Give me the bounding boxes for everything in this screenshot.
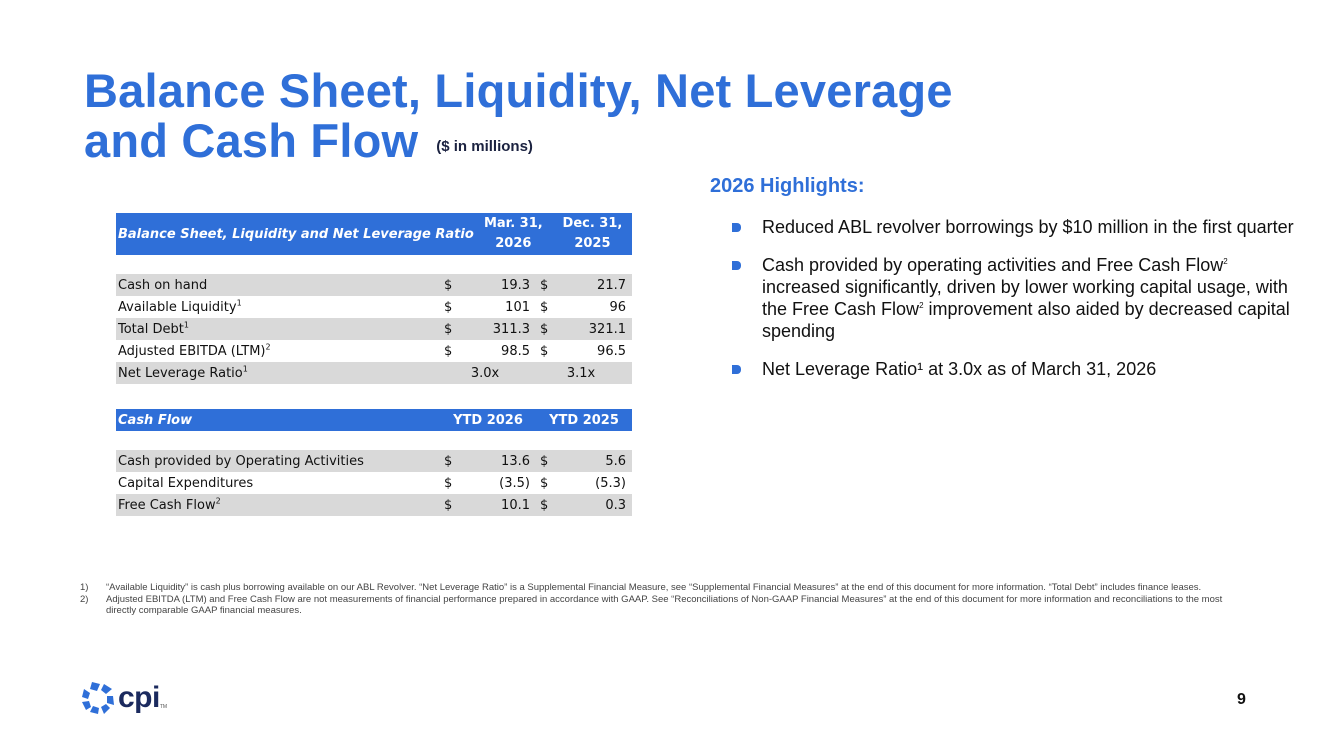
bullet-icon bbox=[732, 223, 741, 232]
row-value: $96 bbox=[540, 299, 626, 315]
table-row: Free Cash Flow2 $10.1 $0.3 bbox=[116, 494, 632, 516]
row-value: $21.7 bbox=[540, 277, 626, 293]
title-line-1: Balance Sheet, Liquidity, Net Leverage bbox=[84, 64, 953, 117]
row-value: $96.5 bbox=[540, 343, 626, 359]
column-header-ytd-2026: YTD 2026 bbox=[453, 412, 523, 428]
row-label: Total Debt1 bbox=[118, 320, 189, 337]
bullet-icon bbox=[732, 261, 741, 270]
row-value: $98.5 bbox=[444, 343, 530, 359]
table-row: Capital Expenditures $ (3.5) $ (5.3) bbox=[116, 472, 632, 494]
row-label: Cash on hand bbox=[118, 277, 208, 293]
row-value: $19.3 bbox=[444, 277, 530, 293]
highlight-text: Reduced ABL revolver borrowings by $10 m… bbox=[762, 217, 1294, 237]
cpi-logo-text: cpi bbox=[118, 681, 160, 714]
row-label: Available Liquidity1 bbox=[118, 298, 242, 315]
row-label: Net Leverage Ratio1 bbox=[118, 364, 248, 381]
footnote-number: 1) bbox=[80, 582, 89, 593]
column-header-mar-2026: Mar. 31, 2026 bbox=[474, 214, 553, 254]
row-value: $311.3 bbox=[444, 321, 530, 337]
footnote-number: 2) bbox=[80, 593, 89, 605]
highlight-text: Net Leverage Ratio¹ at 3.0x as of March … bbox=[762, 359, 1157, 379]
footnote-1: 1) “Available Liquidity” is cash plus bo… bbox=[80, 582, 1230, 594]
cash-flow-header-label: Cash Flow bbox=[118, 412, 193, 428]
footnote-text: “Available Liquidity” is cash plus borro… bbox=[106, 582, 1202, 593]
table-row: Net Leverage Ratio1 3.0x 3.1x bbox=[116, 362, 632, 384]
column-header-ytd-2025: YTD 2025 bbox=[549, 412, 619, 428]
highlight-item: Cash provided by operating activities an… bbox=[732, 254, 1302, 342]
page-number: 9 bbox=[1237, 691, 1246, 708]
highlight-item: Reduced ABL revolver borrowings by $10 m… bbox=[732, 216, 1302, 238]
balance-sheet-table-header: Balance Sheet, Liquidity and Net Leverag… bbox=[116, 213, 632, 255]
highlight-text: Cash provided by operating activities an… bbox=[762, 255, 1290, 341]
cash-flow-table: Cash Flow YTD 2026 YTD 2025 Cash provide… bbox=[116, 409, 632, 516]
row-label: Free Cash Flow2 bbox=[118, 496, 221, 513]
balance-sheet-table: Balance Sheet, Liquidity and Net Leverag… bbox=[116, 213, 632, 384]
row-label: Capital Expenditures bbox=[118, 475, 254, 491]
highlight-item: Net Leverage Ratio¹ at 3.0x as of March … bbox=[732, 358, 1302, 380]
page-title: Balance Sheet, Liquidity, Net Leverage a… bbox=[84, 66, 953, 172]
column-header-dec-line2: 2025 bbox=[574, 236, 611, 251]
row-value: $101 bbox=[444, 299, 530, 315]
row-value: $ (3.5) bbox=[444, 475, 530, 491]
footnote-text: Adjusted EBITDA (LTM) and Free Cash Flow… bbox=[106, 593, 1223, 617]
highlights-title: 2026 Highlights: bbox=[710, 175, 865, 197]
column-header-mar-line1: Mar. 31, bbox=[483, 216, 543, 231]
row-value: $13.6 bbox=[444, 453, 530, 469]
cash-flow-table-header: Cash Flow YTD 2026 YTD 2025 bbox=[116, 409, 632, 431]
row-label: Adjusted EBITDA (LTM)2 bbox=[118, 342, 271, 359]
column-header-dec-line1: Dec. 31, bbox=[562, 216, 623, 231]
cpi-logo: cpi TM bbox=[80, 680, 167, 716]
footnote-2: 2) Adjusted EBITDA (LTM) and Free Cash F… bbox=[80, 594, 1230, 617]
table-row: Cash on hand $19.3 $21.7 bbox=[116, 274, 632, 296]
cpi-logo-mark-icon bbox=[82, 682, 114, 714]
row-label: Cash provided by Operating Activities bbox=[118, 453, 364, 469]
title-line-2-text: and Cash Flow bbox=[84, 114, 419, 167]
bullet-icon bbox=[732, 365, 741, 374]
row-value: $5.6 bbox=[540, 453, 626, 469]
row-value: $10.1 bbox=[444, 497, 530, 513]
balance-sheet-header-label: Balance Sheet, Liquidity and Net Leverag… bbox=[118, 226, 474, 242]
cpi-logo-trademark: TM bbox=[159, 704, 168, 710]
row-value: $ (5.3) bbox=[540, 475, 626, 491]
table-row: Adjusted EBITDA (LTM)2 $98.5 $96.5 bbox=[116, 340, 632, 362]
footnotes: 1) “Available Liquidity” is cash plus bo… bbox=[80, 582, 1230, 617]
row-value: $0.3 bbox=[540, 497, 626, 513]
column-header-dec-2025: Dec. 31, 2025 bbox=[553, 214, 632, 254]
row-value: 3.1x bbox=[566, 365, 596, 381]
title-line-2: and Cash Flow ($ in millions) bbox=[84, 116, 953, 172]
row-value: $321.1 bbox=[540, 321, 626, 337]
column-header-mar-line2: 2026 bbox=[495, 236, 532, 251]
highlights-list: Reduced ABL revolver borrowings by $10 m… bbox=[732, 216, 1302, 396]
row-value: 3.0x bbox=[470, 365, 500, 381]
table-row: Available Liquidity1 $101 $96 bbox=[116, 296, 632, 318]
table-row: Cash provided by Operating Activities $13… bbox=[116, 450, 632, 472]
table-row: Total Debt1 $311.3 $321.1 bbox=[116, 318, 632, 340]
title-unit: ($ in millions) bbox=[436, 138, 533, 155]
